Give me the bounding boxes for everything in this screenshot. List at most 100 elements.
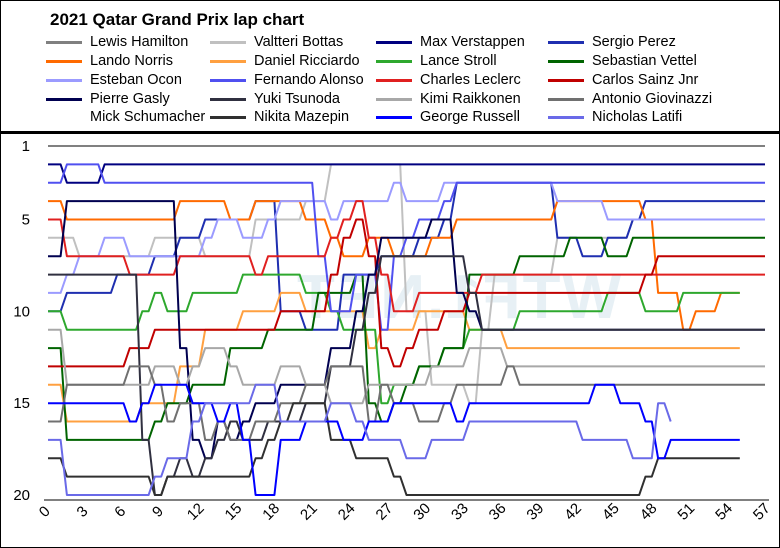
x-tick-label: 3 (74, 503, 92, 521)
legend-swatch (210, 59, 246, 63)
legend-swatch (46, 78, 82, 82)
legend-item: Esteban Ocon (46, 71, 182, 89)
legend-divider (0, 131, 780, 134)
series-line-antonio-giovinazzi (48, 365, 765, 441)
legend-item: Valtteri Bottas (210, 33, 343, 51)
legend-swatch (210, 40, 246, 44)
series-line-charles-leclerc (48, 200, 765, 313)
x-tick-label: 36 (486, 500, 510, 524)
legend-item: Sergio Perez (548, 33, 676, 51)
series-line-kimi-raikkonen (48, 328, 765, 405)
series-line-max-verstappen (48, 163, 765, 184)
legend-swatch (376, 78, 412, 82)
legend-swatch (210, 78, 246, 82)
series-line-sebastian-vettel (48, 236, 765, 441)
legend-item: Mick Schumacher (46, 108, 205, 126)
y-tick-label: 20 (13, 487, 30, 504)
legend-label: Fernando Alonso (254, 72, 364, 88)
legend-label: Mick Schumacher (90, 109, 206, 125)
x-tick-label: 24 (335, 500, 359, 524)
legend-swatch (46, 59, 82, 63)
legend-swatch (46, 97, 82, 101)
legend-item: Lance Stroll (376, 52, 497, 70)
series-line-nikita-mazepin (48, 402, 740, 496)
series-line-carlos-sainz-jnr (48, 218, 765, 368)
x-tick-label: 27 (373, 500, 397, 524)
legend-item: Max Verstappen (376, 33, 525, 51)
legend-label: Sergio Perez (592, 34, 676, 50)
legend-label: Lando Norris (90, 53, 174, 69)
x-tick-label: 9 (149, 503, 167, 521)
y-tick-label: 10 (13, 303, 30, 320)
series-line-lando-norris (48, 200, 740, 331)
legend-label: Nikita Mazepin (254, 109, 350, 125)
x-tick-label: 48 (637, 500, 661, 524)
legend-swatch (210, 97, 246, 101)
legend-item: Antonio Giovinazzi (548, 90, 712, 108)
x-tick-label: 12 (184, 500, 208, 524)
x-tick-label: 51 (674, 500, 698, 524)
chart-title: 2021 Qatar Grand Prix lap chart (50, 10, 305, 29)
legend-item: George Russell (376, 108, 520, 126)
legend-label: Antonio Giovinazzi (592, 91, 713, 107)
legend-item: Carlos Sainz Jnr (548, 71, 698, 89)
legend-swatch (548, 40, 584, 44)
legend-swatch (548, 115, 584, 119)
legend-swatch (46, 40, 82, 44)
legend-label: Sebastian Vettel (592, 53, 697, 69)
legend-swatch (376, 40, 412, 44)
x-tick-label: 0 (36, 503, 54, 521)
legend-swatch (376, 115, 412, 119)
series-line-pierre-gasly (48, 200, 765, 460)
legend-label: Max Verstappen (420, 34, 525, 50)
legend-item: Pierre Gasly (46, 90, 170, 108)
legend-item: Yuki Tsunoda (210, 90, 340, 108)
legend-item: Charles Leclerc (376, 71, 521, 89)
x-tick-label: 42 (561, 500, 585, 524)
legend-swatch (46, 115, 82, 119)
legend-item: Nikita Mazepin (210, 108, 349, 126)
legend-swatch (548, 59, 584, 63)
legend-item: Daniel Ricciardo (210, 52, 360, 70)
legend-item: Lewis Hamilton (46, 33, 188, 51)
x-tick-label: 45 (599, 500, 623, 524)
x-tick-label: 57 (750, 500, 774, 524)
y-tick-label: 5 (22, 211, 30, 228)
series-line-esteban-ocon (48, 181, 765, 294)
legend-label: Lewis Hamilton (90, 34, 189, 50)
legend-label: Kimi Raikkonen (420, 91, 521, 107)
legend-item: Sebastian Vettel (548, 52, 697, 70)
legend-label: Yuki Tsunoda (254, 91, 340, 107)
legend-label: Lance Stroll (420, 53, 497, 69)
legend-swatch (548, 78, 584, 82)
legend-label: Nicholas Latifi (592, 109, 683, 125)
legend-item: Kimi Raikkonen (376, 90, 521, 108)
series-line-nicholas-latifi (48, 383, 672, 496)
legend-swatch (376, 59, 412, 63)
x-tick-label: 39 (523, 500, 547, 524)
series-line-george-russell (48, 383, 740, 496)
x-tick-label: 33 (448, 500, 472, 524)
legend-swatch (210, 115, 246, 119)
x-tick-label: 30 (410, 500, 434, 524)
x-tick-label: 54 (712, 500, 736, 524)
legend-item: Lando Norris (46, 52, 173, 70)
legend-label: George Russell (420, 109, 520, 125)
y-tick-label: 15 (13, 395, 30, 412)
x-tick-label: 15 (222, 500, 246, 524)
legend-label: Daniel Ricciardo (254, 53, 360, 69)
series-line-lance-stroll (48, 273, 740, 405)
x-tick-label: 6 (111, 503, 129, 521)
x-tick-label: 21 (297, 500, 321, 524)
legend-label: Charles Leclerc (420, 72, 521, 88)
legend-label: Esteban Ocon (90, 72, 182, 88)
legend-swatch (548, 97, 584, 101)
legend-item: Fernando Alonso (210, 71, 364, 89)
x-tick-label: 18 (259, 500, 283, 524)
legend: Lewis Hamilton Valtteri Bottas Max Verstap… (0, 0, 780, 130)
legend-item: Nicholas Latifi (548, 108, 682, 126)
legend-swatch (376, 97, 412, 101)
legend-label: Carlos Sainz Jnr (592, 72, 699, 88)
legend-label: Pierre Gasly (90, 91, 170, 107)
